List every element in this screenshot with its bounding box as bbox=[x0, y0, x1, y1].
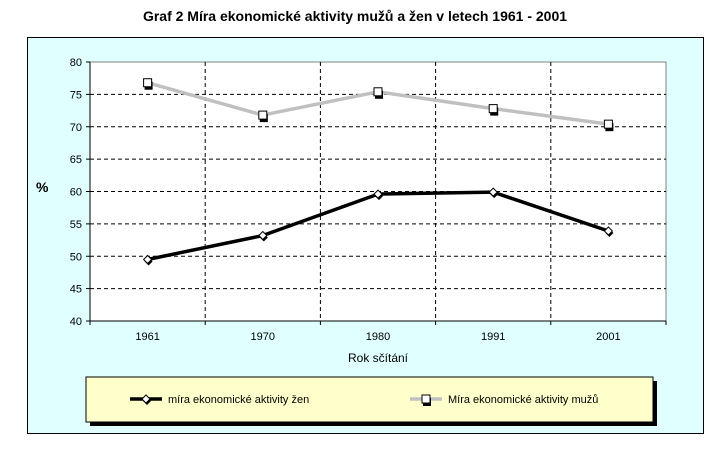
x-tick-labels: 1961 1970 1980 1991 2001 bbox=[135, 331, 620, 343]
y-tick-label: 60 bbox=[70, 187, 82, 199]
y-axis-label: % bbox=[36, 179, 49, 195]
x-axis-label: Rok sčítání bbox=[348, 351, 409, 365]
data-point bbox=[488, 187, 498, 197]
x-tick-label: 1991 bbox=[481, 331, 505, 343]
series-men bbox=[143, 78, 614, 132]
series-women bbox=[142, 187, 614, 266]
y-tick-label: 40 bbox=[70, 316, 82, 328]
legend-marker bbox=[141, 394, 151, 404]
y-tick-labels: 40 45 50 55 60 65 70 75 80 bbox=[70, 57, 82, 328]
data-point bbox=[258, 110, 268, 120]
y-tick-label: 80 bbox=[70, 57, 82, 69]
x-tick-label: 1980 bbox=[366, 331, 390, 343]
y-tick-label: 55 bbox=[70, 219, 82, 231]
legend-label: míra ekonomické aktivity žen bbox=[168, 394, 309, 406]
data-point bbox=[603, 226, 614, 236]
chart-title: Graf 2 Míra ekonomické aktivity mužů a ž… bbox=[142, 8, 568, 24]
legend-item: míra ekonomické aktivity žen bbox=[130, 394, 309, 406]
data-point bbox=[143, 78, 153, 88]
legend-box bbox=[85, 376, 654, 423]
legend-marker bbox=[421, 394, 431, 404]
y-tick-label: 50 bbox=[70, 251, 82, 263]
x-tick-label: 1970 bbox=[251, 331, 275, 343]
y-tick-label: 65 bbox=[70, 154, 82, 166]
series-group bbox=[142, 78, 614, 266]
legend-item: Míra ekonomické aktivity mužů bbox=[410, 394, 598, 406]
legend-label: Míra ekonomické aktivity mužů bbox=[448, 394, 598, 406]
data-point bbox=[373, 87, 383, 97]
y-tick-label: 70 bbox=[70, 122, 82, 134]
data-point bbox=[258, 230, 268, 241]
y-tick-label: 45 bbox=[70, 284, 82, 296]
data-point bbox=[142, 254, 153, 265]
data-point bbox=[603, 119, 613, 129]
legend: míra ekonomické aktivity žen Míra ekonomi… bbox=[85, 376, 657, 426]
data-point bbox=[373, 189, 383, 199]
x-tick-label: 1961 bbox=[135, 331, 159, 343]
y-tick-label: 75 bbox=[70, 89, 82, 101]
x-tick-label: 2001 bbox=[596, 331, 620, 343]
data-point bbox=[488, 104, 498, 114]
